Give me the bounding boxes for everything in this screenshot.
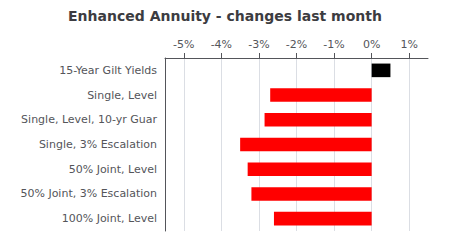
svg-text:50% Joint, Level: 50% Joint, Level: [69, 163, 157, 176]
svg-text:-5%: -5%: [173, 38, 194, 51]
svg-text:-3%: -3%: [248, 38, 269, 51]
svg-text:1%: 1%: [400, 38, 417, 51]
svg-text:15-Year Gilt Yields: 15-Year Gilt Yields: [59, 64, 157, 77]
svg-text:0%: 0%: [363, 38, 380, 51]
svg-text:Single, 3% Escalation: Single, 3% Escalation: [39, 138, 157, 151]
svg-text:Single, Level, 10-yr Guar: Single, Level, 10-yr Guar: [21, 113, 157, 126]
svg-text:Single, Level: Single, Level: [87, 89, 157, 102]
svg-text:-1%: -1%: [323, 38, 344, 51]
svg-text:Enhanced Annuity - changes las: Enhanced Annuity - changes last month: [68, 8, 382, 24]
svg-text:-4%: -4%: [211, 38, 232, 51]
svg-text:50% Joint, 3% Escalation: 50% Joint, 3% Escalation: [20, 187, 157, 200]
svg-text:-2%: -2%: [286, 38, 307, 51]
svg-text:100% Joint, Level: 100% Joint, Level: [62, 212, 157, 225]
